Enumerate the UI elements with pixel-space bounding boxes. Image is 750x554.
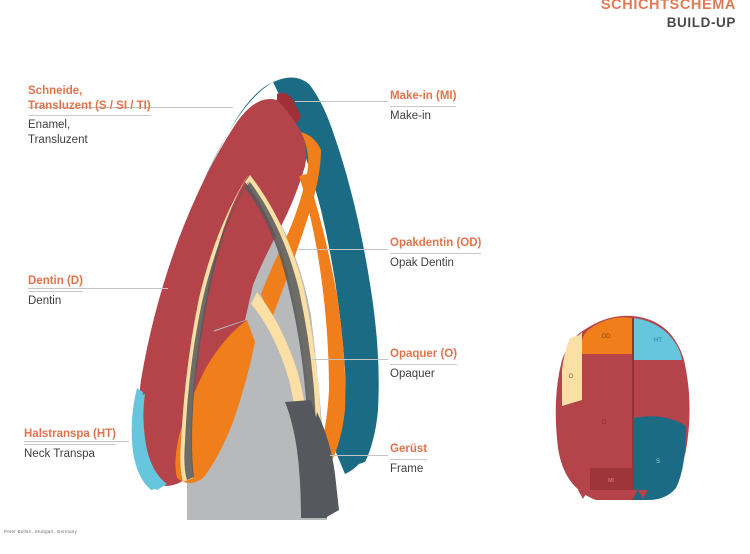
callout-opakdentin-en: Opak Dentin [390,256,454,269]
callout-opaquer-de: Opaquer (O) [390,348,458,360]
page-header: SCHICHTSCHEMA BUILD-UP [601,0,736,32]
callout-dentin: Dentin (D) Dentin [28,274,83,308]
callout-dentin-rule [28,290,83,292]
callout-opaquer-en: Opaquer [390,367,435,380]
callout-schneide-rule [28,115,151,117]
callout-opakdentin-de: Opakdentin (OD) [390,237,482,249]
key-makein-region [590,468,633,490]
opakdentin-bottom-left [175,320,255,483]
key-halstranspa-region [634,318,682,360]
page-title-de: SCHICHTSCHEMA [600,0,736,13]
callout-geruest-en: Frame [390,462,424,475]
opakdentin-right-band [299,174,346,462]
callout-halstranspa: Halstranspa (HT) Neck Transpa [24,427,117,461]
callout-opaquer-rule [390,363,458,365]
key-label-ht: HT [654,338,662,344]
callout-makein-en: Make-in [390,109,431,122]
callout-dentin-en: Dentin [28,294,62,307]
credit-text: Peter Bolleri, Stuttgart, Germany [4,529,77,534]
leader-line-opaquer [312,359,388,360]
callout-makein-de: Make-in (MI) [390,90,457,102]
page-title-en: BUILD-UP [666,15,736,31]
callout-schneide: Schneide, Transluzent (S / SI / TI) Enam… [28,84,151,148]
key-serrated-edge [578,490,648,499]
callout-makein: Make-in (MI) Make-in [390,89,457,123]
key-opaquer-band [562,334,582,406]
enamel-layer-body [273,80,374,474]
leader-line-makein [295,101,388,102]
callout-makein-rule [390,105,457,107]
key-label-mi: MI [608,478,614,484]
frame-dark-wedge [313,412,339,518]
neck-transpa-patch [136,394,167,490]
callout-schneide-de-line2: Transluzent (S / SI / TI) [28,99,151,112]
tooth-cross-section-diagram [131,77,379,520]
callout-schneide-de-line1: Schneide, [28,85,83,97]
callout-geruest-rule [390,458,428,460]
leader-line-schneide [28,107,233,108]
key-opakdentin-region [580,317,632,354]
callout-dentin-de: Dentin (D) [28,275,83,287]
callout-halstranspa-rule [24,443,117,445]
leader-line-dentin [28,288,168,289]
callout-geruest-de: Gerüst [390,443,428,455]
callout-schneide-en-line2: Transluzent [28,134,88,147]
dentin-layer [139,98,307,463]
tooth-key-diagram: OD HT O S D MI [555,315,690,500]
leader-line-halstranspa [24,441,129,442]
key-label-od: OD [602,334,612,340]
key-label-o: O [569,374,574,380]
callout-opaquer: Opaquer (O) Opaquer [390,347,458,381]
callout-schneide-en-line1: Enamel, [28,119,71,132]
callout-halstranspa-en: Neck Transpa [24,447,95,460]
leader-line-geruest [330,455,388,456]
key-label-s: S [656,459,660,465]
callout-geruest: Gerüst Frame [390,442,428,476]
leader-line-opakdentin [298,249,388,250]
key-label-d: D [602,420,607,426]
callout-opakdentin: Opakdentin (OD) Opak Dentin [390,236,482,270]
callout-opakdentin-rule [390,252,482,254]
key-schneide-region [634,416,686,500]
frame-dark-outline-left [184,180,250,480]
callout-halstranspa-de: Halstranspa (HT) [24,428,117,440]
